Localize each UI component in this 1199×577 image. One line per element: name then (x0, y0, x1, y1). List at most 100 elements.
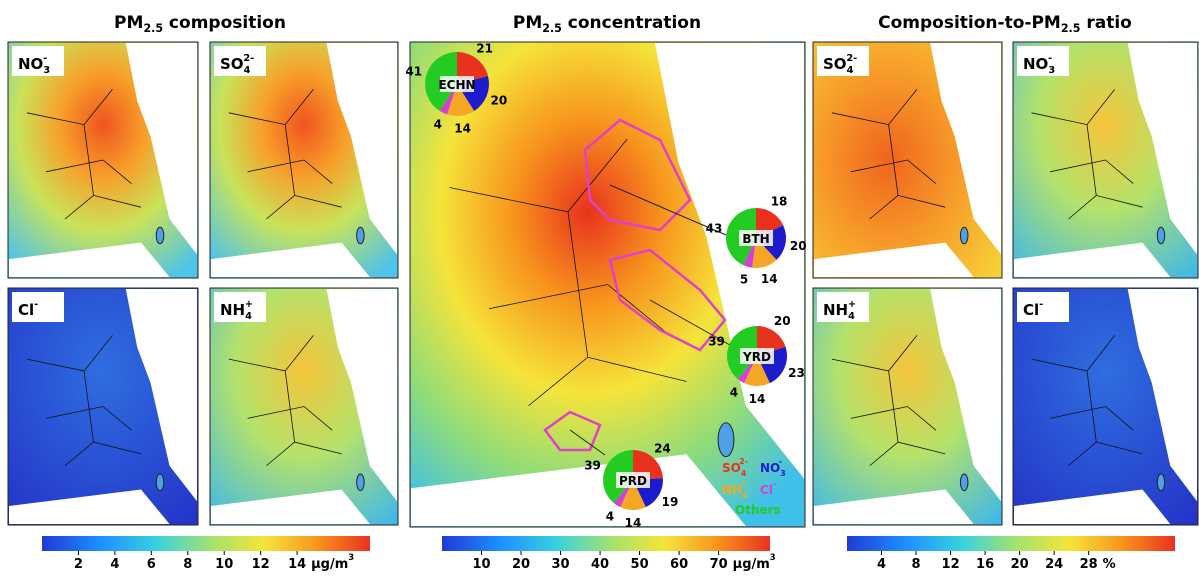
label-base: SO (220, 55, 244, 73)
pie-label: 14 (454, 122, 471, 136)
tick-label: 6 (147, 557, 156, 572)
tick-label: 16 (976, 557, 994, 572)
tick-label: 4 (877, 557, 886, 572)
tick-label: 20 (512, 557, 530, 572)
label-sub: 4 (741, 469, 747, 478)
label-sub: 4 (847, 65, 854, 76)
label: NO3- (1023, 53, 1055, 76)
tick-label: 2 (74, 557, 83, 572)
label-base: NO (1023, 55, 1048, 73)
label-base: Cl (1023, 301, 1039, 319)
label-sup: - (43, 53, 47, 64)
region-label: ECHN (438, 78, 475, 92)
label-sub: 2.5 (542, 22, 562, 35)
tick-label: 28 (1080, 557, 1098, 572)
label: μg/m3 (311, 552, 354, 572)
pie-label: 39 (708, 334, 725, 348)
tick-label: 60 (670, 557, 688, 572)
pie-label: 14 (761, 272, 778, 286)
tick-label: 8 (912, 557, 921, 572)
label: Others (735, 503, 781, 517)
label-sub: 3 (43, 65, 50, 76)
label-sup: + (848, 299, 856, 310)
island (1157, 227, 1164, 244)
label-base: Cl (760, 483, 773, 497)
figure: PM2.5 compositionNO3-SO42-Cl-NH4+2468101… (0, 0, 1199, 573)
tick-label: 50 (631, 557, 649, 572)
tick-label: 24 (1045, 557, 1063, 572)
pie-label: 20 (790, 239, 807, 253)
label-sup: 3 (770, 552, 776, 562)
region-label: BTH (742, 232, 769, 246)
island (960, 474, 968, 491)
label-sub: 3 (780, 469, 785, 478)
label: SO42- (220, 53, 254, 76)
label-sup: - (1048, 53, 1052, 64)
label-sub: 4 (848, 311, 855, 322)
label: % (1103, 557, 1116, 572)
tick-label: 10 (472, 557, 490, 572)
label-base: NH (823, 301, 848, 319)
pie-label: 4 (606, 509, 614, 523)
pie-label: 20 (774, 314, 791, 328)
tick-label: 12 (252, 557, 270, 572)
label: PM2.5 concentration (513, 13, 701, 35)
tick-label: 40 (591, 557, 609, 572)
tick-label: 4 (110, 557, 119, 572)
label: NH4+ (220, 299, 253, 322)
island (1157, 474, 1164, 491)
label-sup: 2- (846, 53, 857, 64)
tick-label: 70 (710, 557, 728, 572)
label-base: SO (823, 55, 847, 73)
pie-label: 18 (771, 195, 788, 209)
colorbar (42, 536, 370, 551)
label-rest: concentration (562, 13, 701, 33)
island (718, 423, 734, 457)
label-base: NH (722, 483, 742, 497)
pie-label: 5 (740, 272, 748, 286)
label-sub: 3 (1048, 65, 1055, 76)
label-base: Others (735, 503, 781, 517)
pie-label: 39 (584, 458, 601, 472)
pie-label: 14 (749, 392, 766, 406)
pie-label: 4 (434, 118, 442, 132)
label-sup: 2- (243, 53, 254, 64)
pie-label: 20 (490, 94, 507, 108)
island (156, 227, 164, 244)
pie-label: 14 (625, 516, 642, 530)
label-base: NO (18, 55, 43, 73)
tick-label: 14 (288, 557, 306, 572)
label-base: Composition-to-PM (878, 13, 1061, 33)
tick-label: 12 (942, 557, 960, 572)
island (156, 474, 164, 491)
label-rest: ratio (1080, 13, 1131, 33)
label-sup: + (741, 479, 748, 488)
tick-label: 8 (183, 557, 192, 572)
island (357, 227, 365, 244)
label-base: % (1103, 557, 1116, 572)
pie-label: 19 (662, 495, 679, 509)
colorbar (847, 536, 1175, 551)
label: SO42- (823, 53, 857, 76)
pie-label: 43 (706, 222, 723, 236)
pie-label: 21 (476, 41, 493, 55)
label-rest: composition (163, 13, 286, 33)
label-sup: - (773, 479, 776, 488)
pie-label: 24 (654, 442, 671, 456)
label-sub: 4 (245, 311, 252, 322)
label: NH4+ (823, 299, 856, 322)
tick-label: 30 (552, 557, 570, 572)
label-sup: 2- (739, 457, 748, 466)
region-label: YRD (742, 350, 771, 364)
label-sup: + (245, 299, 253, 310)
label-base: PM (114, 13, 143, 33)
label: Composition-to-PM2.5 ratio (878, 13, 1132, 35)
tick-label: 20 (1011, 557, 1029, 572)
label-sub: 2.5 (1061, 22, 1081, 35)
label: PM2.5 composition (114, 13, 286, 35)
label-base: μg/m (733, 557, 770, 572)
pie-label: 23 (788, 366, 805, 380)
island (357, 474, 365, 491)
pie-label: 41 (405, 64, 422, 78)
tick-label: 10 (215, 557, 233, 572)
